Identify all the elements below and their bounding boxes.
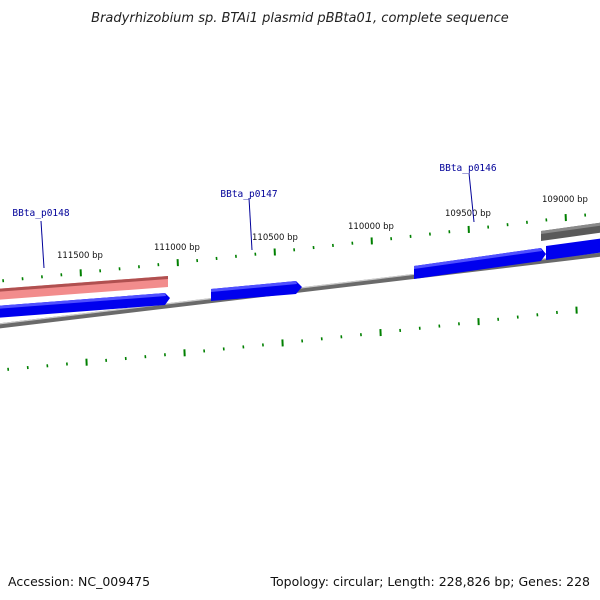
gene-blue-1[interactable]	[0, 293, 170, 318]
upper-tick-marks	[2, 213, 587, 283]
bp-label: 109000 bp	[542, 195, 588, 205]
gene-blue-4-body	[546, 238, 600, 260]
bp-label: 110500 bp	[252, 233, 298, 243]
gene-label-leader	[40, 220, 45, 269]
bp-labels: 111500 bp 111000 bp 110500 bp 110000 bp …	[57, 195, 588, 261]
gene-blue-1-shine	[0, 293, 166, 309]
gene-blue-2[interactable]	[211, 281, 302, 301]
gene-blue-2-shine	[211, 281, 297, 292]
gene-blue-3-body	[414, 248, 546, 279]
gene-pink[interactable]	[0, 276, 168, 300]
gene-label-leader	[248, 197, 253, 251]
gene-blue-3[interactable]	[414, 248, 546, 279]
gene-pink-edge	[0, 276, 168, 292]
bp-label: 111500 bp	[57, 251, 103, 261]
bp-label: 110000 bp	[348, 222, 394, 232]
gene-blue-1-body	[0, 293, 170, 318]
accession-text: Accession: NC_009475	[8, 574, 150, 589]
bp-label: 111000 bp	[154, 243, 200, 253]
bp-label: 109500 bp	[445, 209, 491, 219]
gene-grey[interactable]	[541, 222, 600, 241]
gene-label[interactable]: BBta_p0147	[220, 189, 277, 200]
gene-label[interactable]: BBta_p0146	[439, 163, 496, 174]
gene-grey-shine	[541, 222, 600, 234]
lower-tick-marks	[7, 306, 578, 371]
gene-labels: BBta_p0148 BBta_p0147 BBta_p0146	[12, 163, 497, 269]
gene-blue-3-shine	[414, 248, 542, 269]
map-title: Bradyrhizobium sp. BTAi1 plasmid pBBta01…	[91, 11, 509, 26]
gene-blue-2-body	[211, 281, 302, 301]
gene-label[interactable]: BBta_p0148	[12, 208, 69, 219]
topology-summary: Topology: circular; Length: 228,826 bp; …	[270, 574, 591, 589]
gene-label-leader	[468, 172, 475, 223]
gene-blue-4[interactable]	[546, 238, 600, 260]
